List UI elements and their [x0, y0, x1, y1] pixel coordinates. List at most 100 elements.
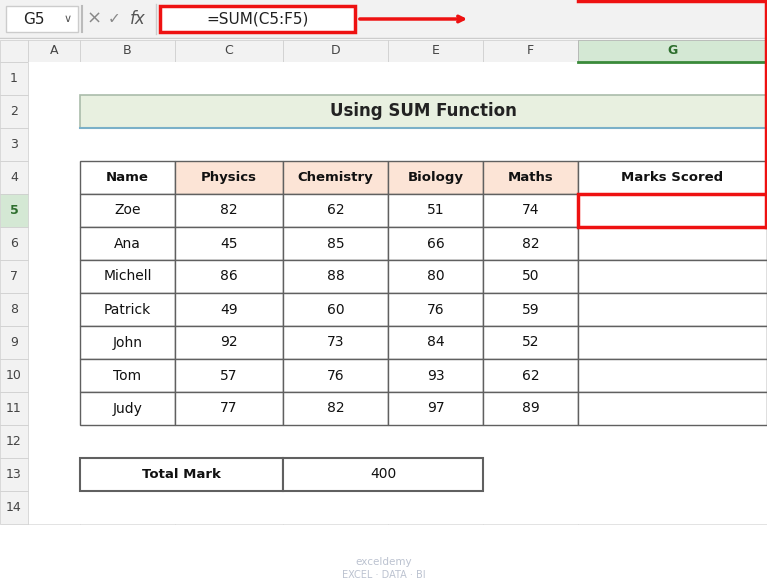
Bar: [0, 425, 28, 458]
Text: 11: 11: [6, 402, 22, 415]
Text: 62: 62: [522, 368, 539, 382]
Text: A: A: [50, 45, 58, 57]
Bar: [483, 40, 578, 62]
Text: C: C: [225, 45, 233, 57]
Bar: [0, 326, 28, 359]
Text: D: D: [331, 45, 341, 57]
Bar: [283, 194, 388, 227]
Bar: [388, 227, 483, 260]
Bar: [175, 359, 283, 392]
Bar: [175, 326, 283, 359]
Bar: [0, 40, 767, 62]
Text: Patrick: Patrick: [104, 303, 151, 317]
Text: Biology: Biology: [407, 171, 463, 184]
Text: 59: 59: [522, 303, 539, 317]
Text: 13: 13: [6, 468, 22, 481]
Bar: [578, 194, 767, 227]
Text: 82: 82: [327, 401, 344, 415]
Text: 2: 2: [10, 105, 18, 118]
Text: Zoe: Zoe: [114, 204, 141, 218]
Text: exceldemy: exceldemy: [355, 557, 412, 567]
Text: 77: 77: [220, 401, 238, 415]
Bar: [80, 392, 175, 425]
Bar: [0, 194, 28, 227]
Bar: [80, 260, 175, 293]
Bar: [0, 359, 28, 392]
Bar: [0, 161, 28, 194]
Bar: [80, 326, 175, 359]
Bar: [483, 260, 578, 293]
Text: 73: 73: [327, 335, 344, 350]
Text: 7: 7: [10, 270, 18, 283]
Bar: [175, 392, 283, 425]
Text: 84: 84: [426, 335, 444, 350]
Text: 76: 76: [327, 368, 344, 382]
Text: 49: 49: [220, 303, 238, 317]
Text: 62: 62: [327, 204, 344, 218]
Bar: [283, 161, 388, 194]
Bar: [578, 392, 767, 425]
Text: G: G: [667, 45, 677, 57]
Bar: [283, 227, 388, 260]
Text: 93: 93: [426, 368, 444, 382]
Text: 80: 80: [426, 270, 444, 284]
Text: 97: 97: [426, 401, 444, 415]
Bar: [483, 326, 578, 359]
Text: 1: 1: [10, 72, 18, 85]
Bar: [175, 161, 283, 194]
Text: Ana: Ana: [114, 237, 141, 251]
Bar: [283, 359, 388, 392]
Bar: [283, 260, 388, 293]
Text: 45: 45: [220, 237, 238, 251]
Text: ✓: ✓: [107, 12, 120, 27]
Text: 88: 88: [327, 270, 344, 284]
Text: Name: Name: [106, 171, 149, 184]
Bar: [388, 326, 483, 359]
Text: Physics: Physics: [201, 171, 257, 184]
Bar: [0, 40, 28, 62]
Bar: [578, 326, 767, 359]
Text: 9: 9: [10, 336, 18, 349]
Text: 10: 10: [6, 369, 22, 382]
Bar: [80, 161, 175, 194]
Bar: [483, 161, 578, 194]
Bar: [578, 227, 767, 260]
Bar: [388, 40, 483, 62]
Bar: [0, 95, 28, 128]
Bar: [0, 458, 28, 491]
Bar: [28, 40, 80, 62]
Text: Using SUM Function: Using SUM Function: [330, 103, 517, 121]
Bar: [80, 95, 767, 128]
Bar: [483, 194, 578, 227]
Bar: [175, 260, 283, 293]
Text: 4: 4: [10, 171, 18, 184]
Bar: [483, 359, 578, 392]
Text: 3: 3: [10, 138, 18, 151]
Bar: [80, 227, 175, 260]
Text: E: E: [432, 45, 439, 57]
Bar: [388, 293, 483, 326]
Text: Total Mark: Total Mark: [142, 468, 221, 481]
Bar: [578, 359, 767, 392]
Bar: [388, 392, 483, 425]
Bar: [0, 293, 28, 326]
Text: John: John: [113, 335, 143, 350]
Bar: [0, 227, 28, 260]
Bar: [28, 62, 767, 524]
Bar: [388, 161, 483, 194]
Text: Tom: Tom: [114, 368, 142, 382]
Text: 89: 89: [522, 401, 539, 415]
Text: =SUM(C5:F5): =SUM(C5:F5): [206, 12, 308, 27]
Bar: [0, 491, 28, 524]
Text: fx: fx: [130, 10, 146, 28]
Bar: [175, 194, 283, 227]
Bar: [0, 62, 28, 95]
Text: F: F: [527, 45, 534, 57]
Bar: [80, 458, 283, 491]
Text: G5: G5: [23, 12, 44, 27]
Text: 92: 92: [220, 335, 238, 350]
Bar: [578, 260, 767, 293]
Bar: [483, 293, 578, 326]
Bar: [0, 260, 28, 293]
Text: 52: 52: [522, 335, 539, 350]
